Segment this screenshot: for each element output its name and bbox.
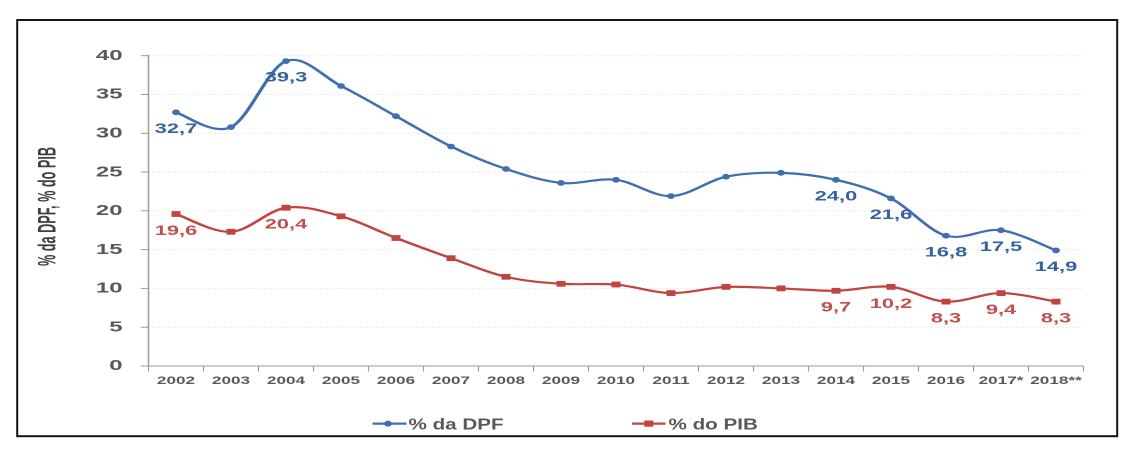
svg-text:9,7: 9,7 bbox=[821, 299, 851, 315]
svg-text:14,9: 14,9 bbox=[1035, 258, 1077, 274]
svg-text:39,3: 39,3 bbox=[265, 69, 307, 85]
svg-text:25: 25 bbox=[96, 164, 123, 180]
svg-text:40: 40 bbox=[96, 47, 123, 63]
svg-text:2013: 2013 bbox=[762, 375, 800, 387]
svg-text:10: 10 bbox=[96, 280, 123, 296]
svg-text:2010: 2010 bbox=[597, 375, 635, 387]
svg-text:% da DPF: % da DPF bbox=[409, 415, 504, 433]
svg-text:2004: 2004 bbox=[267, 375, 305, 387]
svg-text:8,3: 8,3 bbox=[931, 310, 961, 326]
svg-text:17,5: 17,5 bbox=[980, 238, 1022, 254]
svg-text:32,7: 32,7 bbox=[155, 120, 197, 136]
svg-text:2015: 2015 bbox=[872, 375, 910, 387]
svg-text:2002: 2002 bbox=[157, 375, 195, 387]
svg-text:2017*: 2017* bbox=[979, 375, 1024, 387]
svg-text:20: 20 bbox=[96, 203, 123, 219]
svg-text:2009: 2009 bbox=[542, 375, 580, 387]
svg-text:0: 0 bbox=[109, 358, 122, 374]
svg-text:35: 35 bbox=[96, 86, 123, 102]
svg-text:% do PIB: % do PIB bbox=[669, 415, 758, 433]
svg-text:2007: 2007 bbox=[432, 375, 470, 387]
svg-text:30: 30 bbox=[96, 125, 123, 141]
svg-text:15: 15 bbox=[96, 241, 123, 257]
svg-text:16,8: 16,8 bbox=[925, 243, 967, 259]
svg-text:24,0: 24,0 bbox=[815, 188, 857, 204]
svg-text:2003: 2003 bbox=[212, 375, 250, 387]
svg-text:% da DPF, % do PIB: % da DPF, % do PIB bbox=[34, 147, 62, 266]
svg-text:8,3: 8,3 bbox=[1041, 310, 1071, 326]
svg-text:2016: 2016 bbox=[927, 375, 965, 387]
svg-text:2005: 2005 bbox=[322, 375, 360, 387]
svg-text:21,6: 21,6 bbox=[870, 206, 912, 222]
svg-text:2012: 2012 bbox=[707, 375, 745, 387]
svg-text:2011: 2011 bbox=[652, 375, 689, 387]
svg-text:2014: 2014 bbox=[817, 375, 855, 387]
svg-text:2006: 2006 bbox=[377, 375, 415, 387]
svg-text:10,2: 10,2 bbox=[870, 295, 912, 311]
svg-text:20,4: 20,4 bbox=[265, 216, 308, 232]
svg-text:5: 5 bbox=[109, 319, 122, 335]
svg-text:9,4: 9,4 bbox=[986, 301, 1017, 317]
svg-text:19,6: 19,6 bbox=[155, 222, 197, 238]
svg-text:2018**: 2018** bbox=[1030, 375, 1082, 387]
svg-text:2008: 2008 bbox=[487, 375, 525, 387]
